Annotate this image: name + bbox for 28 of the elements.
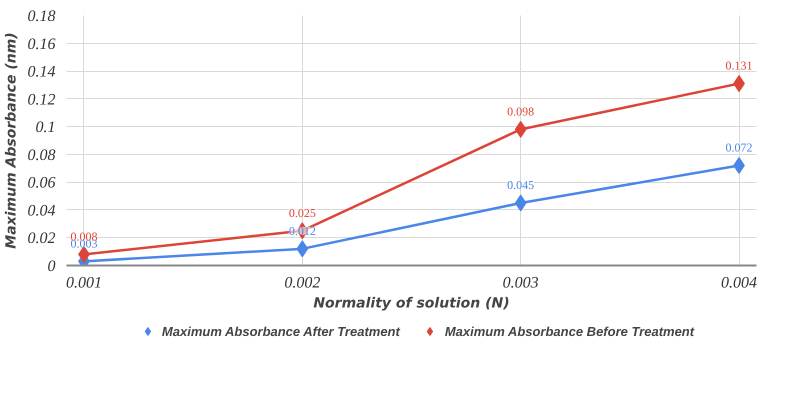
y-tick-label: 0.12 <box>28 91 56 108</box>
y-tick-label: 0.04 <box>28 202 56 220</box>
y-tick-label: 0.1 <box>36 119 56 136</box>
y-tick-label: 0.08 <box>28 146 56 164</box>
x-tick-label: 0.001 <box>66 274 102 292</box>
x-tick-label: 0.002 <box>284 274 320 292</box>
y-tick-label: 0.02 <box>28 230 56 248</box>
y-tick-label: 0.06 <box>28 174 56 192</box>
legend-label: Maximum Absorbance Before Treatment <box>444 324 694 338</box>
y-tick-label: 0.16 <box>28 36 56 53</box>
y-tick-label: 0.14 <box>28 64 56 81</box>
point <box>296 240 308 258</box>
data-label: 0.012 <box>288 224 316 238</box>
point <box>514 194 527 212</box>
y-axis-title: Maximum Absorbance (nm) <box>4 32 20 249</box>
data-label: 0.045 <box>507 178 534 192</box>
data-label: 0.072 <box>726 140 753 154</box>
y-tick-label: 0.18 <box>28 8 56 25</box>
data-label: 0.098 <box>507 104 534 118</box>
y-tick-label: 0 <box>48 258 56 275</box>
x-tick-label: 0.004 <box>721 274 758 292</box>
data-label: 0.131 <box>726 58 753 73</box>
point <box>514 120 527 138</box>
point <box>733 157 745 174</box>
x-tick-label: 0.003 <box>502 274 539 292</box>
legend-label: Maximum Absorbance After Treatment <box>162 324 400 338</box>
data-label: 0.025 <box>288 206 316 220</box>
x-axis-title: Normality of solution (N) <box>313 296 510 312</box>
